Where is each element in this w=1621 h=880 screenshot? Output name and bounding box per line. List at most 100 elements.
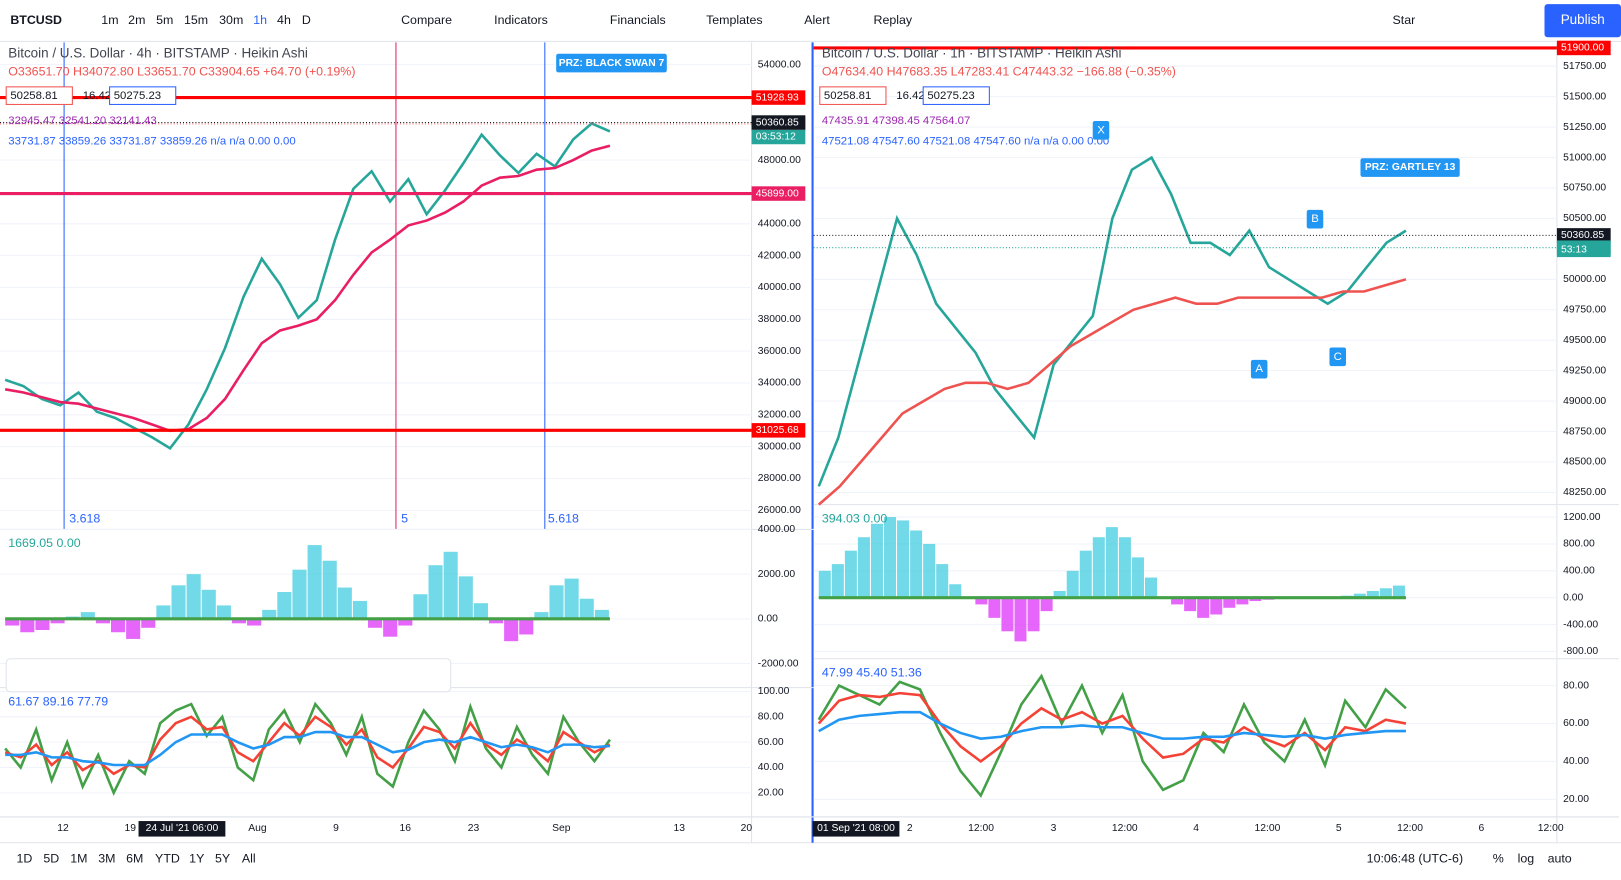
histogram-bar [322, 560, 337, 619]
level-label-bg [751, 423, 806, 438]
quote: 50258.81 [824, 90, 871, 102]
scale-option[interactable]: % [1493, 852, 1504, 866]
histogram-bar [383, 618, 398, 637]
interval[interactable]: 2m [128, 13, 145, 27]
range[interactable]: 3M [98, 852, 115, 866]
histogram-bar [1079, 550, 1092, 598]
toolbar-button[interactable]: Financials [610, 13, 666, 27]
countdown: 53:13 [1561, 245, 1587, 256]
fib-label: 5 [401, 511, 408, 525]
interval[interactable]: D [302, 13, 311, 27]
symbol[interactable]: BTCUSD [10, 13, 62, 27]
range[interactable]: 1Y [189, 852, 204, 866]
ohlc: O33651.70 H34072.80 L33651.70 C33904.65 … [8, 65, 355, 79]
x-tick-label: 12:00 [1397, 823, 1423, 834]
histogram-bar [5, 618, 20, 626]
level-label-bg [751, 90, 806, 105]
range[interactable]: All [242, 852, 256, 866]
y-tick-label: 20.00 [758, 788, 784, 799]
publish[interactable]: Publish [1561, 12, 1605, 27]
interval[interactable]: 1h [253, 13, 267, 27]
histogram-bar [292, 569, 307, 619]
y-tick-label: 51000.00 [1563, 152, 1606, 163]
histogram-bar [156, 605, 171, 619]
histogram-bar [1040, 597, 1053, 612]
level-label-bg [751, 186, 806, 201]
y-tick-label: 80.00 [1563, 680, 1589, 691]
chart-header: Bitcoin / U.S. Dollar · 4h · BITSTAMP · … [8, 45, 308, 60]
y-tick-label: 51250.00 [1563, 122, 1606, 133]
range[interactable]: 1M [70, 852, 87, 866]
pattern-point-bg [1329, 347, 1347, 367]
range[interactable]: 1D [17, 852, 33, 866]
y-tick-label: 48000.00 [758, 155, 801, 166]
y-tick-label: -400.00 [1563, 619, 1598, 630]
histogram-bar [1366, 590, 1379, 598]
y-tick-label: 48750.00 [1563, 426, 1606, 437]
scale-option[interactable]: auto [1548, 852, 1572, 866]
x-tick-label: 12 [57, 823, 69, 834]
toolbar-button[interactable]: Indicators [494, 13, 548, 27]
histogram-bar [428, 565, 443, 619]
y-tick-label: 34000.00 [758, 378, 801, 389]
x-crosshair-bg [138, 821, 226, 837]
scale-option[interactable]: log [1518, 852, 1535, 866]
histogram-bar [231, 618, 247, 624]
publish-bg[interactable] [1544, 4, 1621, 38]
histogram-bar [95, 618, 110, 624]
range[interactable]: YTD [155, 852, 180, 866]
interval[interactable]: 30m [219, 13, 243, 27]
histogram-bar [1353, 593, 1366, 598]
x-tick-label: 6 [1479, 823, 1485, 834]
y-tick-label: 30000.00 [758, 441, 801, 452]
y-tick-label: 44000.00 [758, 219, 801, 230]
toolbar-button[interactable]: Alert [804, 13, 830, 27]
interval[interactable]: 4h [277, 13, 291, 27]
histogram-bar [1001, 597, 1014, 632]
range[interactable]: 6M [126, 852, 143, 866]
level-label: 31025.68 [756, 425, 799, 436]
interval[interactable]: 15m [184, 13, 208, 27]
rsi-legend: 47.99 45.40 51.36 [822, 665, 922, 679]
histogram-bar [504, 618, 519, 642]
histogram-bar [50, 618, 65, 624]
x-tick-label: 2 [907, 823, 913, 834]
interval[interactable]: 1m [101, 13, 118, 27]
series-line [5, 730, 611, 767]
histogram-bar [923, 543, 936, 598]
prz-box [1360, 158, 1460, 177]
toolbar-button[interactable]: Compare [401, 13, 452, 27]
series-line [818, 710, 1406, 740]
range[interactable]: 5D [43, 852, 59, 866]
histogram-bar [594, 609, 609, 619]
toolbar-button[interactable]: Templates [706, 13, 762, 27]
range[interactable]: 5Y [215, 852, 230, 866]
y-tick-label: 60.00 [1563, 718, 1589, 729]
star[interactable]: Star [1393, 13, 1416, 27]
histogram-bar [844, 550, 857, 598]
toolbar-button[interactable]: Replay [874, 13, 913, 27]
histogram-bar [1236, 597, 1249, 605]
y-tick-label: 42000.00 [758, 250, 801, 261]
histogram-bar [80, 612, 95, 619]
y-tick-label: 28000.00 [758, 473, 801, 484]
quote-box [109, 86, 177, 105]
countdown-bg [1556, 242, 1611, 258]
interval[interactable]: 5m [156, 13, 173, 27]
histogram-bar [1027, 597, 1040, 632]
histogram-bar [910, 530, 923, 598]
rsi-legend: 61.67 89.16 77.79 [8, 694, 108, 708]
quote-box [5, 86, 73, 105]
price-label: 50360.85 [1561, 230, 1604, 241]
y-tick-label: 50750.00 [1563, 183, 1606, 194]
histogram-bar [171, 585, 186, 619]
x-tick-label: 12:00 [968, 823, 994, 834]
histogram-bar [443, 551, 458, 619]
x-tick-label: 20 [741, 823, 753, 834]
level-label: 51900.00 [1561, 43, 1604, 54]
y-tick-label: 2000.00 [758, 569, 796, 580]
chart-header: Bitcoin / U.S. Dollar · 1h · BITSTAMP · … [822, 45, 1122, 60]
pattern-point: A [1255, 363, 1263, 375]
y-tick-label: -2000.00 [758, 658, 799, 669]
level-label: 51928.93 [756, 92, 799, 103]
